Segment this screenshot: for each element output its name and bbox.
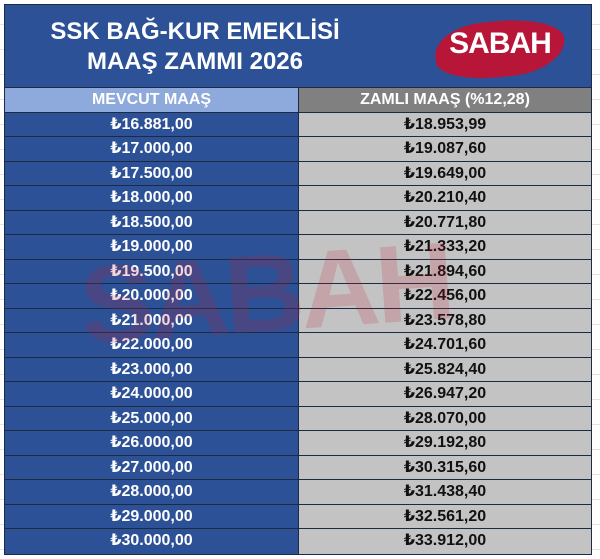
raised-salary-cell: ₺20.771,80 — [299, 210, 591, 234]
table-row: ₺18.000,00 ₺20.210,40 — [5, 186, 591, 211]
table-row: ₺18.500,00 ₺20.771,80 — [5, 210, 591, 235]
current-salary-cell: ₺17.000,00 — [5, 137, 299, 161]
title-line-2: MAAŞ ZAMMI 2026 — [86, 48, 304, 75]
table-row: ₺27.000,00 ₺30.315,60 — [5, 455, 591, 480]
current-salary-cell: ₺29.000,00 — [5, 504, 299, 528]
raised-salary-cell: ₺18.953,99 — [299, 112, 591, 136]
current-salary-cell: ₺19.500,00 — [5, 259, 299, 283]
table-row: ₺16.881,00 ₺18.953,99 — [5, 112, 591, 137]
table-row: ₺25.000,00 ₺28.070,00 — [5, 406, 591, 431]
raised-salary-cell: ₺19.649,00 — [299, 161, 591, 185]
table-row: ₺30.000,00 ₺33.912,00 — [5, 529, 591, 554]
raised-salary-cell: ₺24.701,60 — [299, 333, 591, 357]
current-salary-cell: ₺23.000,00 — [5, 357, 299, 381]
current-salary-cell: ₺18.500,00 — [5, 210, 299, 234]
current-salary-cell: ₺16.881,00 — [5, 112, 299, 136]
current-salary-cell: ₺22.000,00 — [5, 333, 299, 357]
table-row: ₺22.000,00 ₺24.701,60 — [5, 333, 591, 358]
raised-salary-cell: ₺32.561,20 — [299, 504, 591, 528]
current-salary-cell: ₺24.000,00 — [5, 382, 299, 406]
current-salary-cell: ₺25.000,00 — [5, 406, 299, 430]
table-row: ₺17.500,00 ₺19.649,00 — [5, 161, 591, 186]
table-row: ₺19.500,00 ₺21.894,60 — [5, 259, 591, 284]
title-banner: SSK BAĞ-KUR EMEKLİSİ MAAŞ ZAMMI 2026 SAB… — [5, 5, 591, 88]
header-current-salary: MEVCUT MAAŞ — [5, 88, 299, 112]
table-row: ₺29.000,00 ₺32.561,20 — [5, 504, 591, 529]
raised-salary-cell: ₺19.087,60 — [299, 137, 591, 161]
current-salary-cell: ₺19.000,00 — [5, 235, 299, 259]
raised-salary-cell: ₺29.192,80 — [299, 431, 591, 455]
current-salary-cell: ₺18.000,00 — [5, 186, 299, 210]
current-salary-cell: ₺20.000,00 — [5, 284, 299, 308]
raised-salary-cell: ₺26.947,20 — [299, 382, 591, 406]
raised-salary-cell: ₺25.824,40 — [299, 357, 591, 381]
raised-salary-cell: ₺33.912,00 — [299, 529, 591, 554]
current-salary-cell: ₺30.000,00 — [5, 529, 299, 554]
current-salary-cell: ₺27.000,00 — [5, 455, 299, 479]
table-row: ₺26.000,00 ₺29.192,80 — [5, 431, 591, 456]
raised-salary-cell: ₺23.578,80 — [299, 308, 591, 332]
current-salary-cell: ₺21.000,00 — [5, 308, 299, 332]
raised-salary-cell: ₺22.456,00 — [299, 284, 591, 308]
title-line-1: SSK BAĞ-KUR EMEKLİSİ — [50, 18, 340, 45]
raised-salary-cell: ₺28.070,00 — [299, 406, 591, 430]
current-salary-cell: ₺26.000,00 — [5, 431, 299, 455]
table-row: ₺24.000,00 ₺26.947,20 — [5, 382, 591, 407]
table-row: ₺23.000,00 ₺25.824,40 — [5, 357, 591, 382]
table-header: MEVCUT MAAŞ ZAMLI MAAŞ (%12,28) — [5, 88, 591, 113]
header-raised-salary: ZAMLI MAAŞ (%12,28) — [299, 88, 591, 112]
current-salary-cell: ₺28.000,00 — [5, 480, 299, 504]
raised-salary-cell: ₺20.210,40 — [299, 186, 591, 210]
sabah-logo: SABAH — [432, 14, 568, 84]
raised-salary-cell: ₺21.333,20 — [299, 235, 591, 259]
raised-salary-cell: ₺31.438,40 — [299, 480, 591, 504]
logo-text: SABAH — [449, 27, 552, 60]
raised-salary-cell: ₺30.315,60 — [299, 455, 591, 479]
table-row: ₺19.000,00 ₺21.333,20 — [5, 235, 591, 260]
table-row: ₺17.000,00 ₺19.087,60 — [5, 137, 591, 162]
table-row: ₺20.000,00 ₺22.456,00 — [5, 284, 591, 309]
table-row: ₺21.000,00 ₺23.578,80 — [5, 308, 591, 333]
table-row: ₺28.000,00 ₺31.438,40 — [5, 480, 591, 505]
salary-table: SSK BAĞ-KUR EMEKLİSİ MAAŞ ZAMMI 2026 SAB… — [4, 4, 592, 555]
current-salary-cell: ₺17.500,00 — [5, 161, 299, 185]
page-title: SSK BAĞ-KUR EMEKLİSİ MAAŞ ZAMMI 2026 — [5, 17, 385, 77]
raised-salary-cell: ₺21.894,60 — [299, 259, 591, 283]
